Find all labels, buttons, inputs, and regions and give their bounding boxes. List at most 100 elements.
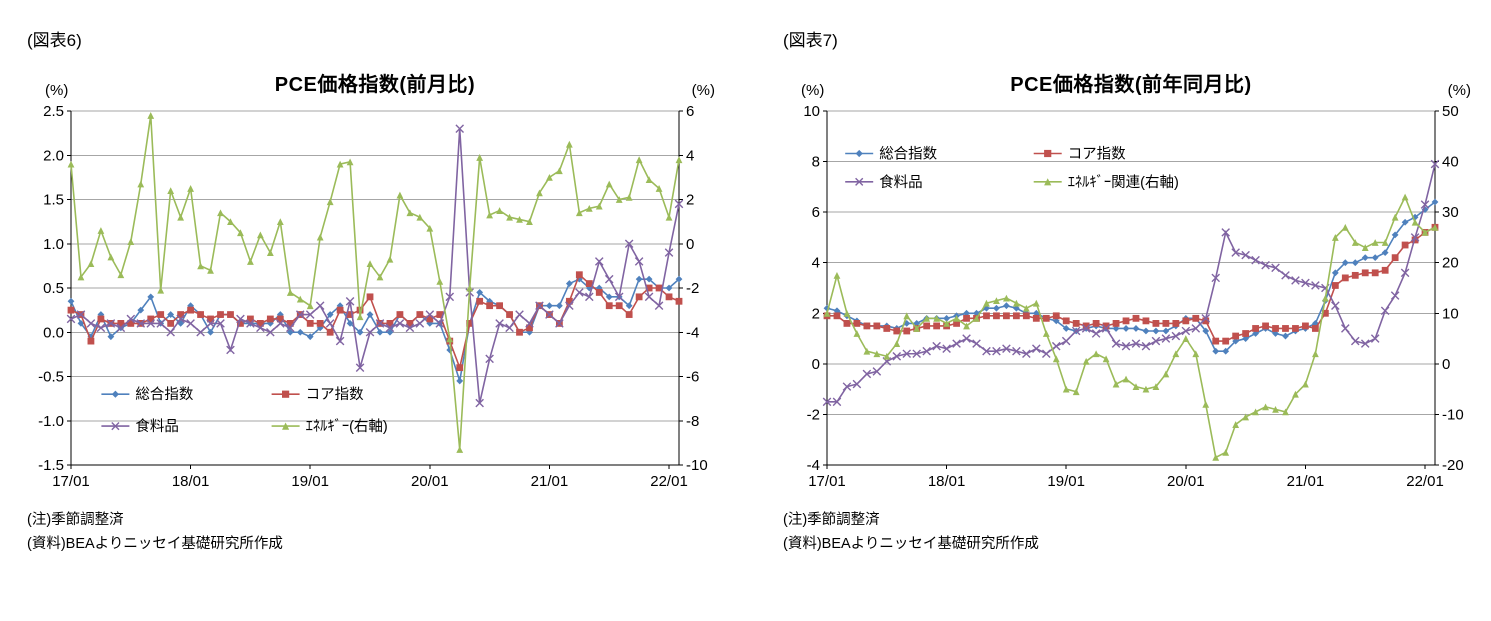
svg-text:-4: -4: [686, 324, 699, 341]
axes: [823, 110, 1439, 469]
right-axis-tick-labels: 6 4 2 0 -2 -4 -6 -8 -10: [686, 103, 708, 474]
series-3-markers: [67, 112, 683, 453]
svg-text:6: 6: [812, 204, 820, 221]
legend-item: 総合指数: [845, 146, 938, 163]
svg-text:0.5: 0.5: [43, 280, 64, 297]
legend-item: コア指数: [271, 386, 364, 403]
svg-text:食料品: 食料品: [135, 418, 179, 435]
svg-text:-4: -4: [807, 457, 820, 474]
gridlines: [827, 110, 1435, 415]
svg-text:17/01: 17/01: [808, 473, 846, 490]
svg-text:21/01: 21/01: [531, 473, 569, 490]
svg-text:22/01: 22/01: [1406, 473, 1444, 490]
svg-text:0: 0: [812, 356, 820, 373]
x-axis-tick-labels: 17/01 18/01 19/01 20/01 21/01 22/01: [52, 473, 688, 490]
series-3-markers: [823, 193, 1439, 461]
chart-note: (資料)BEAよりニッセイ基礎研究所作成: [27, 535, 283, 552]
chart-note: (注)季節調整済: [783, 512, 880, 528]
left-axis-unit: (%): [801, 82, 825, 99]
svg-text:18/01: 18/01: [172, 473, 210, 490]
svg-text:10: 10: [803, 103, 820, 120]
svg-text:2: 2: [686, 192, 694, 209]
series-2: [822, 159, 1440, 407]
svg-text:ｴﾈﾙｷﾞｰ関連(右軸): ｴﾈﾙｷﾞｰ関連(右軸): [1068, 174, 1179, 191]
chart-notes: (注)季節調整済 (資料)BEAよりニッセイ基礎研究所作成: [783, 509, 1481, 557]
svg-text:20/01: 20/01: [411, 473, 449, 490]
svg-text:-1.0: -1.0: [38, 413, 64, 430]
right-axis-unit: (%): [691, 82, 715, 99]
svg-text:-1.5: -1.5: [38, 457, 64, 474]
svg-text:2: 2: [812, 305, 820, 322]
legend-item: ｴﾈﾙｷﾞｰ(右軸): [271, 418, 388, 435]
svg-text:4: 4: [812, 255, 820, 272]
pce-mom-line-chart: 2.5 2.0 1.5 1.0 0.5 0.0 -0.5 -1.0 -1.5 6 4 2 0 -2 -4 -6…: [38, 103, 708, 490]
svg-text:総合指数: 総合指数: [135, 386, 193, 403]
chart-panel-mom: (図表6) (%) PCE価格指数(前月比) (%) 2.5 2.0 1.5 1.0 0…: [25, 26, 725, 557]
legend-item: コア指数: [1033, 146, 1126, 163]
chart-title: PCE価格指数(前月比): [274, 74, 476, 96]
svg-text:-2: -2: [807, 406, 820, 423]
svg-text:22/01: 22/01: [650, 473, 688, 490]
svg-text:1.0: 1.0: [43, 236, 64, 253]
svg-text:4: 4: [686, 147, 694, 164]
chart-header: (%) PCE価格指数(前月比) (%): [25, 63, 725, 99]
svg-text:食料品: 食料品: [879, 174, 923, 191]
svg-text:-6: -6: [686, 369, 699, 386]
series-3: [823, 193, 1439, 461]
svg-text:-8: -8: [686, 413, 699, 430]
chart-note: (資料)BEAよりニッセイ基礎研究所作成: [783, 535, 1039, 552]
svg-text:40: 40: [1442, 154, 1459, 171]
series-3: [67, 112, 683, 453]
svg-text:19/01: 19/01: [291, 473, 329, 490]
svg-text:2.5: 2.5: [43, 103, 64, 120]
svg-text:6: 6: [686, 103, 694, 120]
gridlines: [71, 110, 679, 422]
svg-text:-2: -2: [686, 280, 699, 297]
svg-text:0: 0: [1442, 356, 1450, 373]
svg-text:-20: -20: [1442, 457, 1464, 474]
figure-label: (図表6): [27, 31, 82, 50]
series-2: [66, 124, 684, 408]
left-axis-tick-labels: 2.5 2.0 1.5 1.0 0.5 0.0 -0.5 -1.0 -1.5: [38, 103, 64, 474]
svg-text:0.0: 0.0: [43, 324, 64, 341]
chart-notes: (注)季節調整済 (資料)BEAよりニッセイ基礎研究所作成: [27, 509, 725, 557]
svg-text:コア指数: コア指数: [306, 386, 364, 403]
svg-text:ｴﾈﾙｷﾞｰ(右軸): ｴﾈﾙｷﾞｰ(右軸): [306, 418, 388, 435]
svg-text:2.0: 2.0: [43, 147, 64, 164]
chart-note: (注)季節調整済: [27, 512, 124, 528]
right-axis-tick-labels: 50 40 30 20 10 0 -10 -20: [1442, 103, 1464, 474]
svg-text:1.5: 1.5: [43, 192, 64, 209]
legend-item: 総合指数: [101, 386, 194, 403]
chart-panel-yoy: (図表7) (%) PCE価格指数(前年同月比) (%) 10 8 6 4 2 0 -2 -4…: [781, 26, 1481, 557]
series-2-markers: [66, 124, 684, 408]
svg-text:-0.5: -0.5: [38, 369, 64, 386]
svg-text:0: 0: [686, 236, 694, 253]
svg-text:20/01: 20/01: [1167, 473, 1205, 490]
left-axis-tick-labels: 10 8 6 4 2 0 -2 -4: [803, 103, 820, 474]
svg-text:20: 20: [1442, 255, 1459, 272]
legend-item: 食料品: [101, 418, 179, 435]
right-axis-unit: (%): [1447, 82, 1471, 99]
left-axis-unit: (%): [45, 82, 69, 99]
svg-text:8: 8: [812, 154, 820, 171]
chart-header: (%) PCE価格指数(前年同月比) (%): [781, 63, 1481, 99]
svg-text:50: 50: [1442, 103, 1459, 120]
legend-item: ｴﾈﾙｷﾞｰ関連(右軸): [1033, 174, 1179, 191]
svg-text:-10: -10: [1442, 406, 1464, 423]
figure-label: (図表7): [783, 31, 838, 50]
legend-item: 食料品: [845, 174, 923, 191]
svg-text:19/01: 19/01: [1047, 473, 1085, 490]
svg-text:10: 10: [1442, 305, 1459, 322]
chart-title: PCE価格指数(前年同月比): [1010, 74, 1252, 96]
x-axis-tick-labels: 17/01 18/01 19/01 20/01 21/01 22/01: [808, 473, 1444, 490]
series-2-markers: [822, 159, 1440, 407]
svg-text:コア指数: コア指数: [1068, 146, 1126, 163]
svg-text:21/01: 21/01: [1287, 473, 1325, 490]
svg-text:17/01: 17/01: [52, 473, 90, 490]
svg-text:総合指数: 総合指数: [879, 146, 937, 163]
svg-text:-10: -10: [686, 457, 708, 474]
svg-text:18/01: 18/01: [928, 473, 966, 490]
